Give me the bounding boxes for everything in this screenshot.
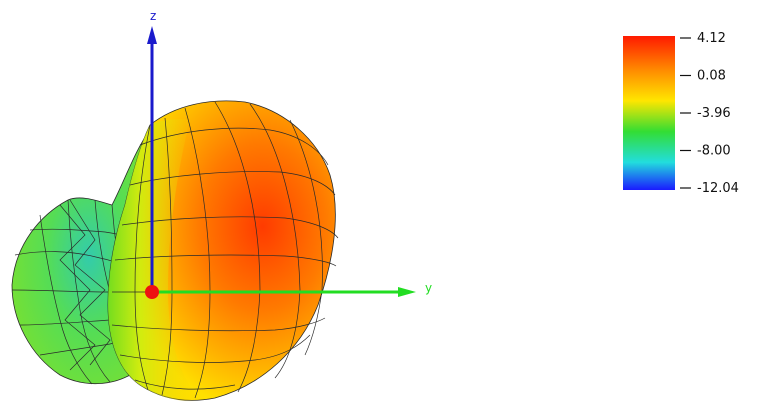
main-lobe-edge-shade bbox=[108, 119, 200, 402]
y-axis-label: y bbox=[425, 281, 432, 295]
legend-tick-label: -3.96 bbox=[697, 106, 731, 121]
origin-marker bbox=[145, 285, 159, 299]
legend-colorbar bbox=[623, 36, 675, 190]
main-lobe bbox=[107, 100, 339, 402]
z-axis-label: z bbox=[150, 9, 156, 23]
axes: z y bbox=[145, 9, 432, 299]
legend-tick-label: 4.12 bbox=[697, 31, 726, 46]
main-lobe-mesh bbox=[111, 101, 339, 399]
color-legend: 4.12 0.08 -3.96 -8.00 -12.04 bbox=[623, 31, 739, 196]
y-axis-arrowhead bbox=[398, 287, 416, 297]
legend-tick-label: -12.04 bbox=[697, 181, 739, 196]
z-axis-arrowhead bbox=[147, 26, 157, 44]
legend-tick-label: 0.08 bbox=[697, 69, 726, 84]
legend-tick-label: -8.00 bbox=[697, 144, 731, 159]
legend-ticks: 4.12 0.08 -3.96 -8.00 -12.04 bbox=[680, 31, 739, 196]
